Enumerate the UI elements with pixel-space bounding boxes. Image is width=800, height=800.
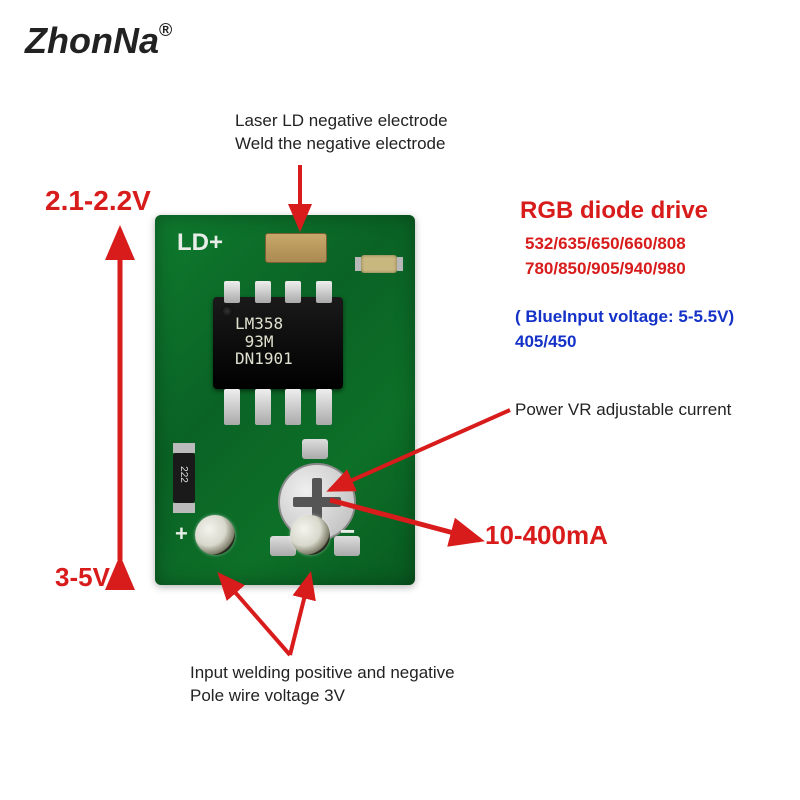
wavelengths-red: 532/635/650/660/808 780/850/905/940/980 — [525, 232, 686, 281]
input-positive-hole — [195, 515, 235, 555]
bottom-annotation: Input welding positive and negative Pole… — [190, 662, 455, 708]
input-voltage-label: 3-5V — [55, 562, 110, 593]
ic-marking: LM358 93M DN1901 — [235, 315, 293, 368]
top-annotation: Laser LD negative electrode Weld the neg… — [235, 110, 448, 156]
output-voltage-label: 2.1-2.2V — [45, 185, 151, 217]
vr-annotation: Power VR adjustable current — [515, 400, 731, 420]
ic-lm358: LM358 93M DN1901 — [213, 297, 343, 389]
resistor: 222 — [173, 453, 195, 503]
ld-negative-pad — [265, 233, 327, 263]
pcb-board: LD+ LM358 93M DN1901 222 + − — [155, 215, 415, 585]
capacitor — [361, 255, 397, 273]
wavelengths-blue: ( BlueInput voltage: 5-5.5V) 405/450 — [515, 305, 734, 354]
input-negative-hole — [290, 515, 330, 555]
minus-silk: − — [340, 516, 355, 547]
output-current-label: 10-400mA — [485, 520, 608, 551]
brand-logo: ZhonNa® — [25, 20, 172, 62]
rgb-title: RGB diode drive — [520, 197, 708, 225]
silk-ld-plus: LD+ — [177, 229, 223, 257]
plus-silk: + — [175, 521, 188, 547]
